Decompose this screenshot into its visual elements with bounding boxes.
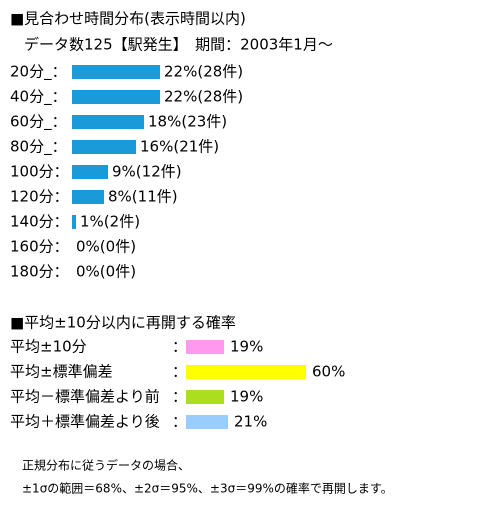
value-label: 18%(23件) bbox=[148, 113, 227, 131]
row-label: 40分_： bbox=[10, 88, 67, 107]
row-label: 平均－標準偏差より前 bbox=[10, 388, 160, 406]
bar bbox=[72, 165, 108, 179]
row-label: 120分： bbox=[10, 188, 69, 206]
value-label: 22%(28件) bbox=[164, 63, 243, 81]
row-label: 60分_： bbox=[10, 113, 67, 132]
section-title: ■平均±10分以内に再開する確率 bbox=[10, 314, 236, 332]
separator: ： bbox=[172, 363, 187, 381]
section-title: ■見合わせ時間分布(表示時間以内) bbox=[10, 10, 246, 28]
bar bbox=[72, 215, 76, 229]
bar bbox=[186, 365, 306, 379]
row-label: 80分_： bbox=[10, 138, 67, 157]
row-label: 100分： bbox=[10, 163, 69, 181]
value-label: 19% bbox=[230, 338, 263, 356]
bar bbox=[72, 115, 144, 129]
separator: ： bbox=[172, 388, 187, 406]
row-label: 140分： bbox=[10, 213, 69, 231]
bar bbox=[72, 140, 136, 154]
bar bbox=[186, 340, 224, 354]
bar bbox=[186, 415, 228, 429]
note-line: ±1σの範囲＝68%、±2σ＝95%、±3σ＝99%の確率で再開します。 bbox=[22, 481, 393, 496]
value-label: 0%(0件) bbox=[76, 238, 136, 256]
value-label: 16%(21件) bbox=[140, 138, 219, 156]
row-label: 平均＋標準偏差より後 bbox=[10, 413, 160, 431]
value-label: 19% bbox=[230, 388, 263, 406]
row-label: 平均±標準偏差 bbox=[10, 363, 113, 381]
note-line: 正規分布に従うデータの場合、 bbox=[22, 458, 190, 473]
value-label: 60% bbox=[312, 363, 345, 381]
value-label: 0%(0件) bbox=[76, 263, 136, 281]
row-label: 160分： bbox=[10, 238, 69, 256]
subtitle: データ数125【駅発生】 期間：2003年1月～ bbox=[24, 36, 333, 54]
value-label: 9%(12件) bbox=[112, 163, 182, 181]
row-label: 180分： bbox=[10, 263, 69, 281]
value-label: 22%(28件) bbox=[164, 88, 243, 106]
bar bbox=[186, 390, 224, 404]
separator: ： bbox=[172, 413, 187, 431]
value-label: 21% bbox=[234, 413, 267, 431]
bar bbox=[72, 190, 104, 204]
separator: ： bbox=[172, 338, 187, 356]
row-label: 平均±10分 bbox=[10, 338, 87, 356]
value-label: 1%(2件) bbox=[80, 213, 140, 231]
row-label: 20分_： bbox=[10, 63, 67, 82]
bar bbox=[72, 90, 160, 104]
value-label: 8%(11件) bbox=[108, 188, 178, 206]
bar bbox=[72, 65, 160, 79]
